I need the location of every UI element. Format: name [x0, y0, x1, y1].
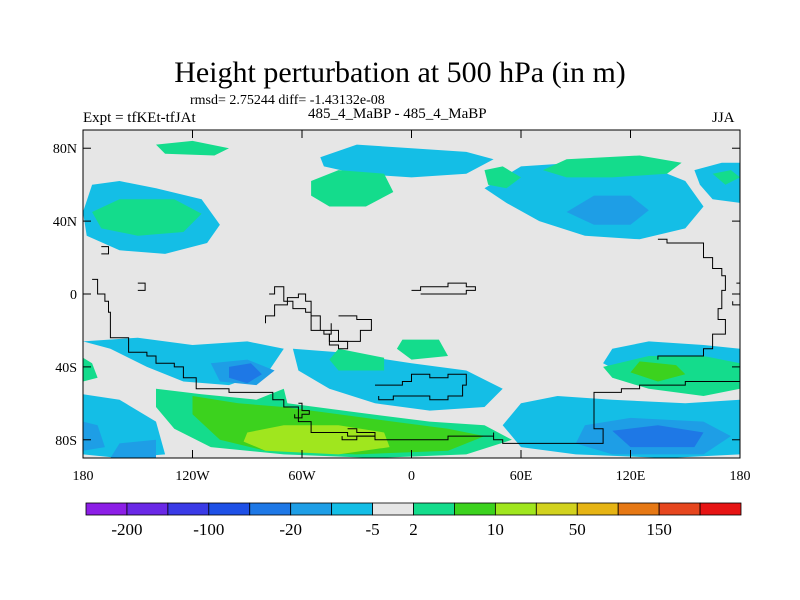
x-tick-label-3: 0 — [408, 469, 415, 484]
contour-region-3-0 — [156, 140, 229, 156]
colorbar-box-7 — [372, 502, 414, 516]
coastline-1 — [265, 286, 349, 350]
x-tick-label-1: 120W — [175, 469, 210, 484]
contour-region-3-9 — [396, 339, 448, 360]
stats-line: rmsd= 2.75244 diff= -1.43132e-08 — [190, 93, 385, 108]
x-tick-label-6: 180 — [730, 469, 751, 484]
colorbar-label-6: 50 — [569, 520, 586, 539]
colorbar-box-1 — [126, 502, 169, 516]
colorbar-box-12 — [576, 502, 619, 516]
right-string: JJA — [712, 110, 735, 126]
colorbar-box-2 — [167, 502, 210, 516]
colorbar-box-9 — [454, 502, 496, 516]
coastline-8 — [101, 246, 109, 255]
x-tick-label-2: 60W — [288, 469, 316, 484]
coastline-2 — [328, 315, 372, 342]
x-tick-label-4: 60E — [510, 469, 533, 484]
colorbar-label-5: 10 — [487, 520, 504, 539]
colorbar-box-4 — [249, 502, 292, 516]
contour-region-0-1 — [320, 144, 494, 178]
contour-region-5-0 — [243, 425, 390, 455]
colorbar: -200 -100 -20 -5 2 10 50 150 — [85, 502, 742, 539]
coastline-10 — [732, 282, 740, 306]
x-tick-label-0: 180 — [73, 469, 94, 484]
contour-region-3-4 — [542, 155, 682, 178]
axis-ticks: 180 120W 60W 0 60E 120E 180 80N 40N 0 40S 80S — [53, 130, 751, 484]
colorbar-box-15 — [699, 502, 742, 516]
contour-region-2-1 — [612, 425, 704, 448]
contour-region-4-1 — [630, 361, 686, 382]
coastline-layer — [92, 238, 740, 444]
colorbar-box-5 — [290, 502, 333, 516]
y-tick-label-0: 80N — [53, 142, 77, 157]
contour-region-1-1 — [110, 439, 156, 458]
left-string: Expt = tfKEt-tfJAt — [83, 110, 196, 126]
colorbar-label-3: -5 — [365, 520, 379, 539]
contour-region-3-1 — [92, 199, 202, 236]
coastline-9 — [137, 282, 146, 291]
colorbar-box-11 — [535, 502, 578, 516]
contour-region-3-3 — [484, 166, 521, 189]
colorbar-box-10 — [494, 502, 537, 516]
colorbar-box-6 — [331, 502, 373, 516]
colorbar-label-1: -100 — [193, 520, 224, 539]
y-tick-label-2: 0 — [70, 288, 77, 303]
colorbar-label-2: -20 — [279, 520, 302, 539]
colorbar-box-0 — [85, 502, 128, 516]
colorbar-box-14 — [658, 502, 701, 516]
x-tick-label-5: 120E — [616, 469, 646, 484]
coastline-3 — [375, 373, 467, 401]
contour-region-3-8 — [329, 348, 385, 371]
contour-region-3-5 — [712, 170, 740, 185]
coastline-5 — [657, 238, 726, 360]
y-tick-label-1: 40N — [53, 215, 77, 230]
coastline-7 — [341, 428, 376, 441]
contour-region-2-0 — [229, 363, 262, 384]
coastline-6 — [294, 402, 310, 419]
contour-region-1-2 — [83, 421, 105, 451]
contour-region-3-2 — [311, 170, 394, 207]
colorbar-label-0: -200 — [111, 520, 142, 539]
contour-fill-layer — [83, 140, 740, 458]
plot-title: Height perturbation at 500 hPa (in m) — [174, 56, 626, 89]
coastline-0 — [92, 278, 740, 444]
center-string: 485_4_MaBP - 485_4_MaBP — [308, 106, 487, 122]
colorbar-box-3 — [208, 502, 251, 516]
y-tick-label-4: 80S — [55, 434, 77, 449]
y-tick-label-3: 40S — [55, 361, 77, 376]
contour-region-3-6 — [83, 357, 98, 382]
colorbar-box-13 — [617, 502, 660, 516]
coastline-4 — [411, 282, 476, 295]
colorbar-label-7: 150 — [646, 520, 672, 539]
contour-region-1-0 — [566, 195, 649, 225]
colorbar-box-8 — [413, 502, 455, 516]
colorbar-label-4: 2 — [409, 520, 418, 539]
